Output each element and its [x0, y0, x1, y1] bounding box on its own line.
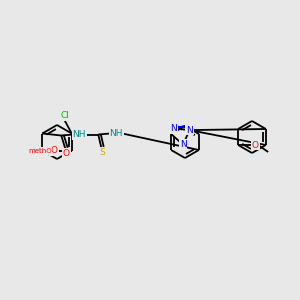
Text: S: S	[99, 148, 105, 157]
Text: O: O	[63, 149, 70, 158]
Text: NH: NH	[73, 130, 86, 139]
Text: N: N	[180, 140, 186, 149]
Text: NH: NH	[110, 129, 123, 138]
Text: N: N	[186, 126, 193, 135]
Text: O: O	[50, 146, 57, 155]
Text: O: O	[252, 140, 259, 149]
Text: Cl: Cl	[60, 111, 69, 120]
Text: methO: methO	[28, 148, 52, 154]
Text: N: N	[170, 124, 177, 133]
